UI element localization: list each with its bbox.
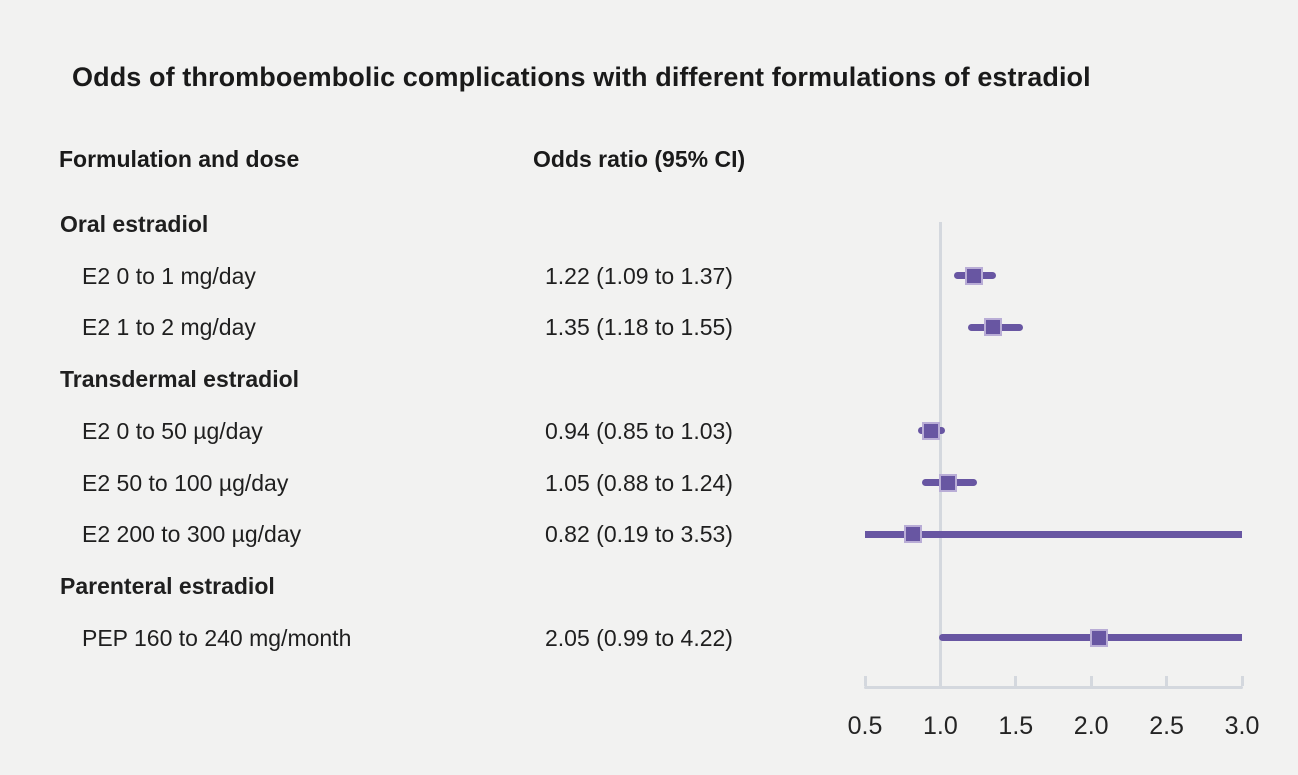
row-item-label: E2 0 to 1 mg/day <box>82 262 256 289</box>
reference-line <box>938 222 942 688</box>
chart-title: Odds of thromboembolic complications wit… <box>72 62 1091 92</box>
point-estimate-marker <box>922 421 941 440</box>
or-value: 0.82 (0.19 to 3.53) <box>545 521 733 548</box>
x-axis-line <box>864 686 1243 689</box>
row-item-label: E2 200 to 300 µg/day <box>82 521 302 548</box>
x-tick <box>1165 676 1169 686</box>
row-item-label: PEP 160 to 240 mg/month <box>82 624 352 651</box>
x-tick <box>863 676 867 686</box>
ci-line <box>865 530 1242 538</box>
x-tick-label: 0.5 <box>847 712 883 740</box>
x-tick-label: 1.0 <box>923 712 958 740</box>
point-estimate-marker <box>984 318 1003 337</box>
or-value: 1.35 (1.18 to 1.55) <box>545 314 733 341</box>
row-group-label: Oral estradiol <box>60 211 209 237</box>
point-estimate-marker <box>904 525 923 544</box>
column-header-formulation-and-dose: Formulation and dose <box>59 146 300 172</box>
point-estimate-marker <box>1089 628 1108 647</box>
or-value: 1.05 (0.88 to 1.24) <box>545 469 733 496</box>
or-value: 0.94 (0.85 to 1.03) <box>545 417 733 444</box>
x-tick <box>1240 676 1244 686</box>
x-tick <box>1014 676 1018 686</box>
column-header-odds-ratio: Odds ratio (95% CI) <box>533 146 746 172</box>
row-group-label: Parenteral estradiol <box>60 572 275 599</box>
x-tick <box>938 676 942 686</box>
x-tick-label: 3.0 <box>1224 712 1260 740</box>
x-tick-label: 2.0 <box>1073 712 1109 740</box>
or-value: 1.22 (1.09 to 1.37) <box>545 262 733 289</box>
point-estimate-marker <box>938 473 957 492</box>
row-item-label: E2 1 to 2 mg/day <box>82 314 256 341</box>
row-item-label: E2 0 to 50 µg/day <box>82 417 263 444</box>
row-item-label: E2 50 to 100 µg/day <box>82 469 289 496</box>
or-value: 2.05 (0.99 to 4.22) <box>545 624 733 651</box>
point-estimate-marker <box>964 266 983 285</box>
x-tick <box>1089 676 1093 686</box>
x-tick-label: 1.5 <box>998 712 1034 740</box>
row-group-label: Transdermal estradiol <box>60 366 300 393</box>
x-tick-label: 2.5 <box>1149 712 1184 740</box>
